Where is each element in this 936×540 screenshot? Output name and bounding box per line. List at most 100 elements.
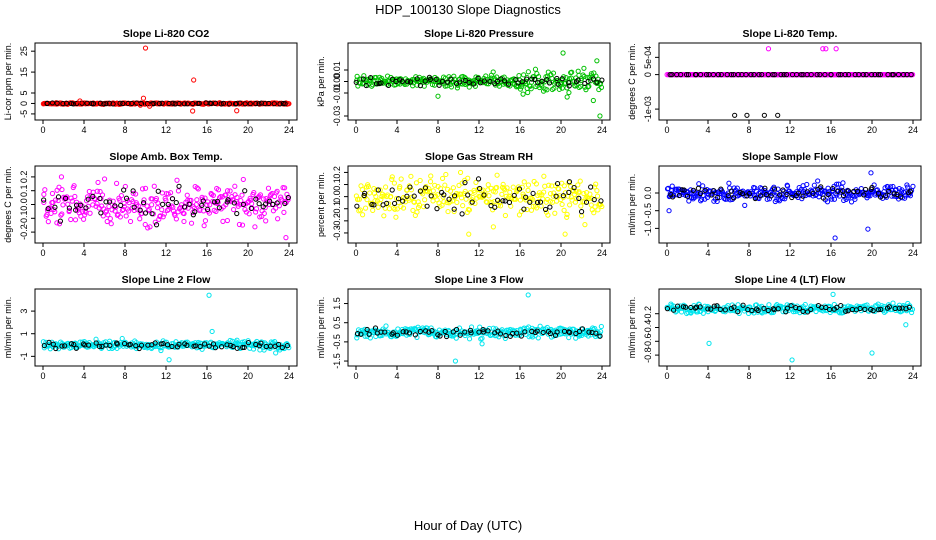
hourly-point bbox=[353, 79, 359, 85]
data-point bbox=[99, 192, 106, 198]
hourly-point bbox=[414, 76, 420, 82]
hourly-point bbox=[481, 192, 487, 198]
hourly-point bbox=[798, 72, 804, 78]
outlier-point bbox=[594, 58, 600, 64]
hourly-point bbox=[199, 202, 205, 209]
hourly-point bbox=[532, 76, 538, 83]
data-point bbox=[234, 337, 240, 343]
outlier-point bbox=[865, 226, 871, 232]
hourly-point bbox=[781, 72, 787, 78]
hourly-point bbox=[795, 190, 801, 196]
hourly-point bbox=[555, 81, 561, 87]
plot-panel-0: Slope Li-820 CO2 Li-cor ppm per min. 0 4 8 12… bbox=[3, 28, 298, 135]
y-tick-label: -0.5 bbox=[332, 334, 342, 350]
hourly-point bbox=[788, 303, 794, 309]
data-point bbox=[58, 212, 64, 218]
hourly-point bbox=[703, 72, 710, 78]
hourly-point bbox=[725, 193, 731, 199]
data-point bbox=[547, 191, 554, 197]
hourly-point bbox=[485, 328, 491, 334]
data-point bbox=[462, 74, 468, 81]
hourly-point bbox=[896, 305, 903, 311]
hourly-point bbox=[718, 186, 724, 192]
outlier-point bbox=[58, 174, 65, 180]
y-tick-label: -0.03 bbox=[332, 106, 342, 127]
data-point bbox=[113, 180, 120, 187]
data-point bbox=[594, 188, 600, 194]
hourly-point bbox=[751, 72, 757, 78]
y-tick-label: 0.2 bbox=[19, 171, 29, 184]
x-tick-label: 4 bbox=[81, 248, 86, 258]
data-point bbox=[383, 184, 389, 190]
hourly-point bbox=[740, 302, 746, 308]
hourly-point bbox=[389, 187, 395, 193]
data-point bbox=[669, 183, 675, 189]
hourly-point bbox=[41, 342, 47, 349]
hourly-point bbox=[242, 101, 248, 107]
x-tick-label: 16 bbox=[202, 371, 212, 381]
hourly-point bbox=[369, 201, 375, 208]
data-point bbox=[104, 218, 110, 225]
data-point bbox=[504, 185, 510, 191]
data-point bbox=[234, 194, 240, 201]
hourly-point bbox=[258, 100, 265, 106]
hourly-point bbox=[453, 326, 460, 333]
hourly-point bbox=[83, 205, 89, 211]
data-point bbox=[388, 193, 394, 200]
y-axis-label: degrees C per min. bbox=[3, 166, 13, 243]
hourly-point bbox=[400, 329, 406, 335]
data-point bbox=[453, 335, 459, 341]
hourly-point bbox=[728, 72, 734, 78]
data-point bbox=[110, 198, 116, 204]
hourly-point bbox=[424, 203, 430, 209]
outlier-point bbox=[479, 341, 485, 347]
hourly-point bbox=[861, 192, 867, 198]
hourly-point bbox=[588, 184, 594, 190]
hourly-point bbox=[245, 340, 251, 346]
hourly-point bbox=[752, 195, 758, 202]
hourly-point bbox=[363, 82, 369, 89]
y-tick-label: -1e-03 bbox=[643, 96, 653, 122]
data-point bbox=[517, 86, 524, 92]
x-tick-label: 12 bbox=[161, 371, 171, 381]
x-tick-label: 16 bbox=[515, 371, 525, 381]
hourly-point bbox=[693, 304, 700, 310]
hourly-point bbox=[715, 72, 721, 78]
data-point bbox=[667, 193, 673, 199]
hourly-point bbox=[757, 193, 764, 199]
hourly-point bbox=[190, 100, 196, 107]
hourly-point bbox=[860, 72, 866, 78]
y-axis-label: ml/min per min. bbox=[627, 297, 637, 359]
y-tick-label: -0.01 bbox=[332, 83, 342, 104]
hourly-point bbox=[282, 101, 288, 107]
x-tick-label: 0 bbox=[353, 371, 358, 381]
hourly-point bbox=[697, 191, 703, 197]
data-point bbox=[356, 196, 362, 202]
hourly-point bbox=[237, 100, 243, 106]
hourly-point bbox=[542, 206, 549, 213]
hourly-point bbox=[695, 185, 701, 191]
y-tick-label: -0.6 bbox=[643, 334, 653, 350]
hourly-point bbox=[457, 332, 463, 338]
data-point bbox=[451, 208, 457, 215]
data-point bbox=[152, 219, 158, 225]
outlier-point bbox=[833, 46, 839, 52]
outlier-point bbox=[142, 45, 149, 51]
data-point bbox=[576, 189, 582, 195]
data-point bbox=[357, 207, 363, 213]
data-point bbox=[594, 193, 601, 199]
data-point bbox=[193, 202, 199, 208]
hourly-point bbox=[705, 306, 711, 312]
hourly-point bbox=[539, 78, 545, 84]
outlier-point bbox=[209, 328, 215, 335]
data-point bbox=[377, 187, 383, 193]
hourly-point bbox=[354, 331, 361, 337]
outlier-point bbox=[823, 46, 829, 52]
hourly-point bbox=[450, 329, 456, 335]
hourly-point bbox=[907, 188, 913, 194]
hourly-point bbox=[709, 192, 715, 198]
outlier-point bbox=[564, 94, 570, 100]
x-tick-label: 12 bbox=[161, 248, 171, 258]
data-point bbox=[490, 69, 496, 75]
data-point bbox=[520, 191, 526, 197]
